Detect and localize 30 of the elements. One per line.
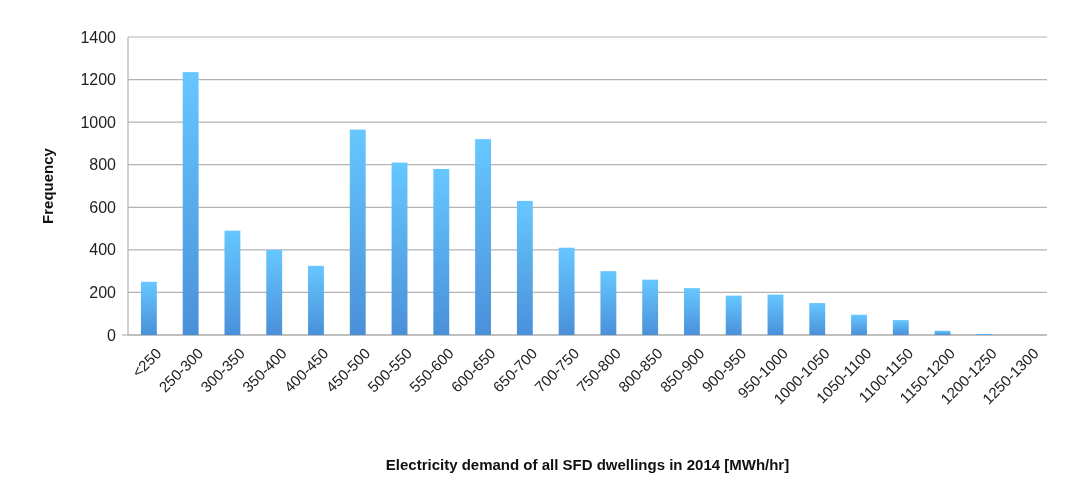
y-tick-label: 1000 — [80, 113, 117, 131]
y-tick-label: 0 — [107, 326, 117, 344]
bar — [892, 320, 909, 335]
y-tick-label: 600 — [89, 198, 117, 216]
bar — [600, 271, 617, 335]
bar — [516, 200, 533, 335]
bar — [140, 281, 157, 335]
y-tick-label: 400 — [89, 241, 117, 259]
bar — [224, 230, 241, 335]
y-tick-label: 1200 — [80, 71, 117, 89]
y-tick-label: 800 — [89, 156, 117, 174]
bar — [349, 129, 366, 335]
bar — [642, 279, 659, 335]
x-axis-title: Electricity demand of all SFD dwellings in 2014 [MWh/hr] — [385, 456, 790, 473]
y-tick-label: 200 — [89, 284, 117, 302]
bar — [767, 294, 784, 335]
bar — [266, 249, 283, 335]
bar — [308, 265, 324, 335]
bar — [558, 247, 575, 335]
y-tick-label: 1400 — [80, 28, 117, 46]
bar — [391, 162, 408, 335]
bar — [851, 314, 867, 335]
bar — [725, 295, 742, 335]
bar — [433, 168, 450, 335]
bar — [934, 330, 951, 335]
bar — [684, 288, 700, 335]
y-axis-title: Frequency — [39, 147, 56, 224]
bar — [475, 139, 491, 335]
bar — [809, 303, 826, 335]
bar — [182, 72, 199, 335]
